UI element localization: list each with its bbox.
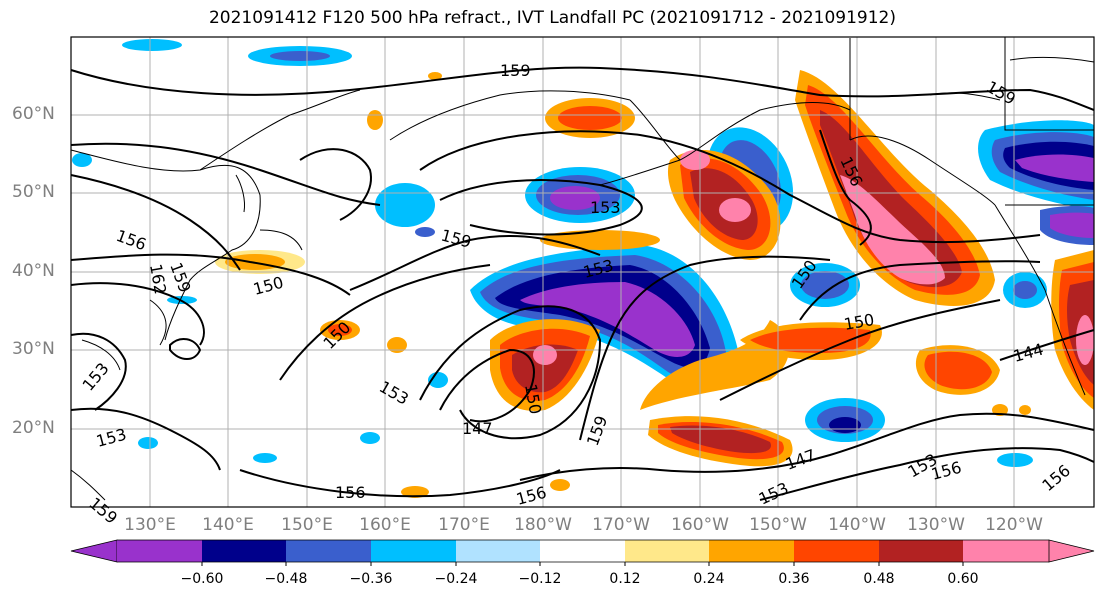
lat-label-30n: 30°N bbox=[12, 339, 55, 359]
lon-label: 160°E bbox=[359, 515, 411, 535]
lon-label: 140°W bbox=[828, 515, 886, 535]
lon-label: 150°W bbox=[749, 515, 807, 535]
colorbar-extend-max bbox=[1048, 539, 1095, 563]
lon-label: 150°E bbox=[281, 515, 333, 535]
contour-label: 156 bbox=[335, 483, 366, 502]
lon-label: 170°W bbox=[592, 515, 650, 535]
lon-label: 180°W bbox=[514, 515, 572, 535]
contour-label: 147 bbox=[462, 419, 493, 438]
map-title: 2021091412 F120 500 hPa refract., IVT La… bbox=[208, 8, 896, 28]
lat-label-40n: 40°N bbox=[12, 261, 55, 281]
map-frame bbox=[70, 36, 1095, 508]
lon-label: 130°E bbox=[124, 515, 176, 535]
colorbar-tick-label: −0.48 bbox=[264, 571, 308, 587]
graticule bbox=[71, 37, 1094, 507]
colorbar-tick-label: 0.12 bbox=[609, 571, 641, 587]
lat-label-50n: 50°N bbox=[12, 182, 55, 202]
contour-label: 153 bbox=[590, 198, 621, 217]
colorbar-tick-label: 0.36 bbox=[778, 571, 810, 587]
coastlines bbox=[70, 37, 1095, 501]
lon-label: 170°E bbox=[438, 515, 490, 535]
colorbar-tick-label: 0.60 bbox=[947, 571, 979, 587]
shaded-field bbox=[72, 39, 1094, 498]
contour-lines bbox=[70, 66, 1095, 501]
colorbar-extend-min bbox=[70, 539, 118, 563]
contour-label: 159 bbox=[500, 61, 531, 80]
lon-label: 160°W bbox=[671, 515, 729, 535]
colorbar-tick-label: −0.60 bbox=[180, 571, 224, 587]
colorbar bbox=[70, 539, 1095, 566]
colorbar-tick-label: −0.36 bbox=[349, 571, 393, 587]
lon-label: 120°W bbox=[985, 515, 1043, 535]
colorbar-tick-label: 0.24 bbox=[693, 571, 725, 587]
colorbar-tick-label: −0.12 bbox=[518, 571, 562, 587]
lon-label: 130°W bbox=[907, 515, 965, 535]
colorbar-tick-label: −0.24 bbox=[434, 571, 478, 587]
colorbar-tick-label: 0.48 bbox=[863, 571, 895, 587]
lat-label-20n: 20°N bbox=[12, 418, 55, 438]
lat-label-60n: 60°N bbox=[12, 104, 55, 124]
lon-label: 140°E bbox=[202, 515, 254, 535]
